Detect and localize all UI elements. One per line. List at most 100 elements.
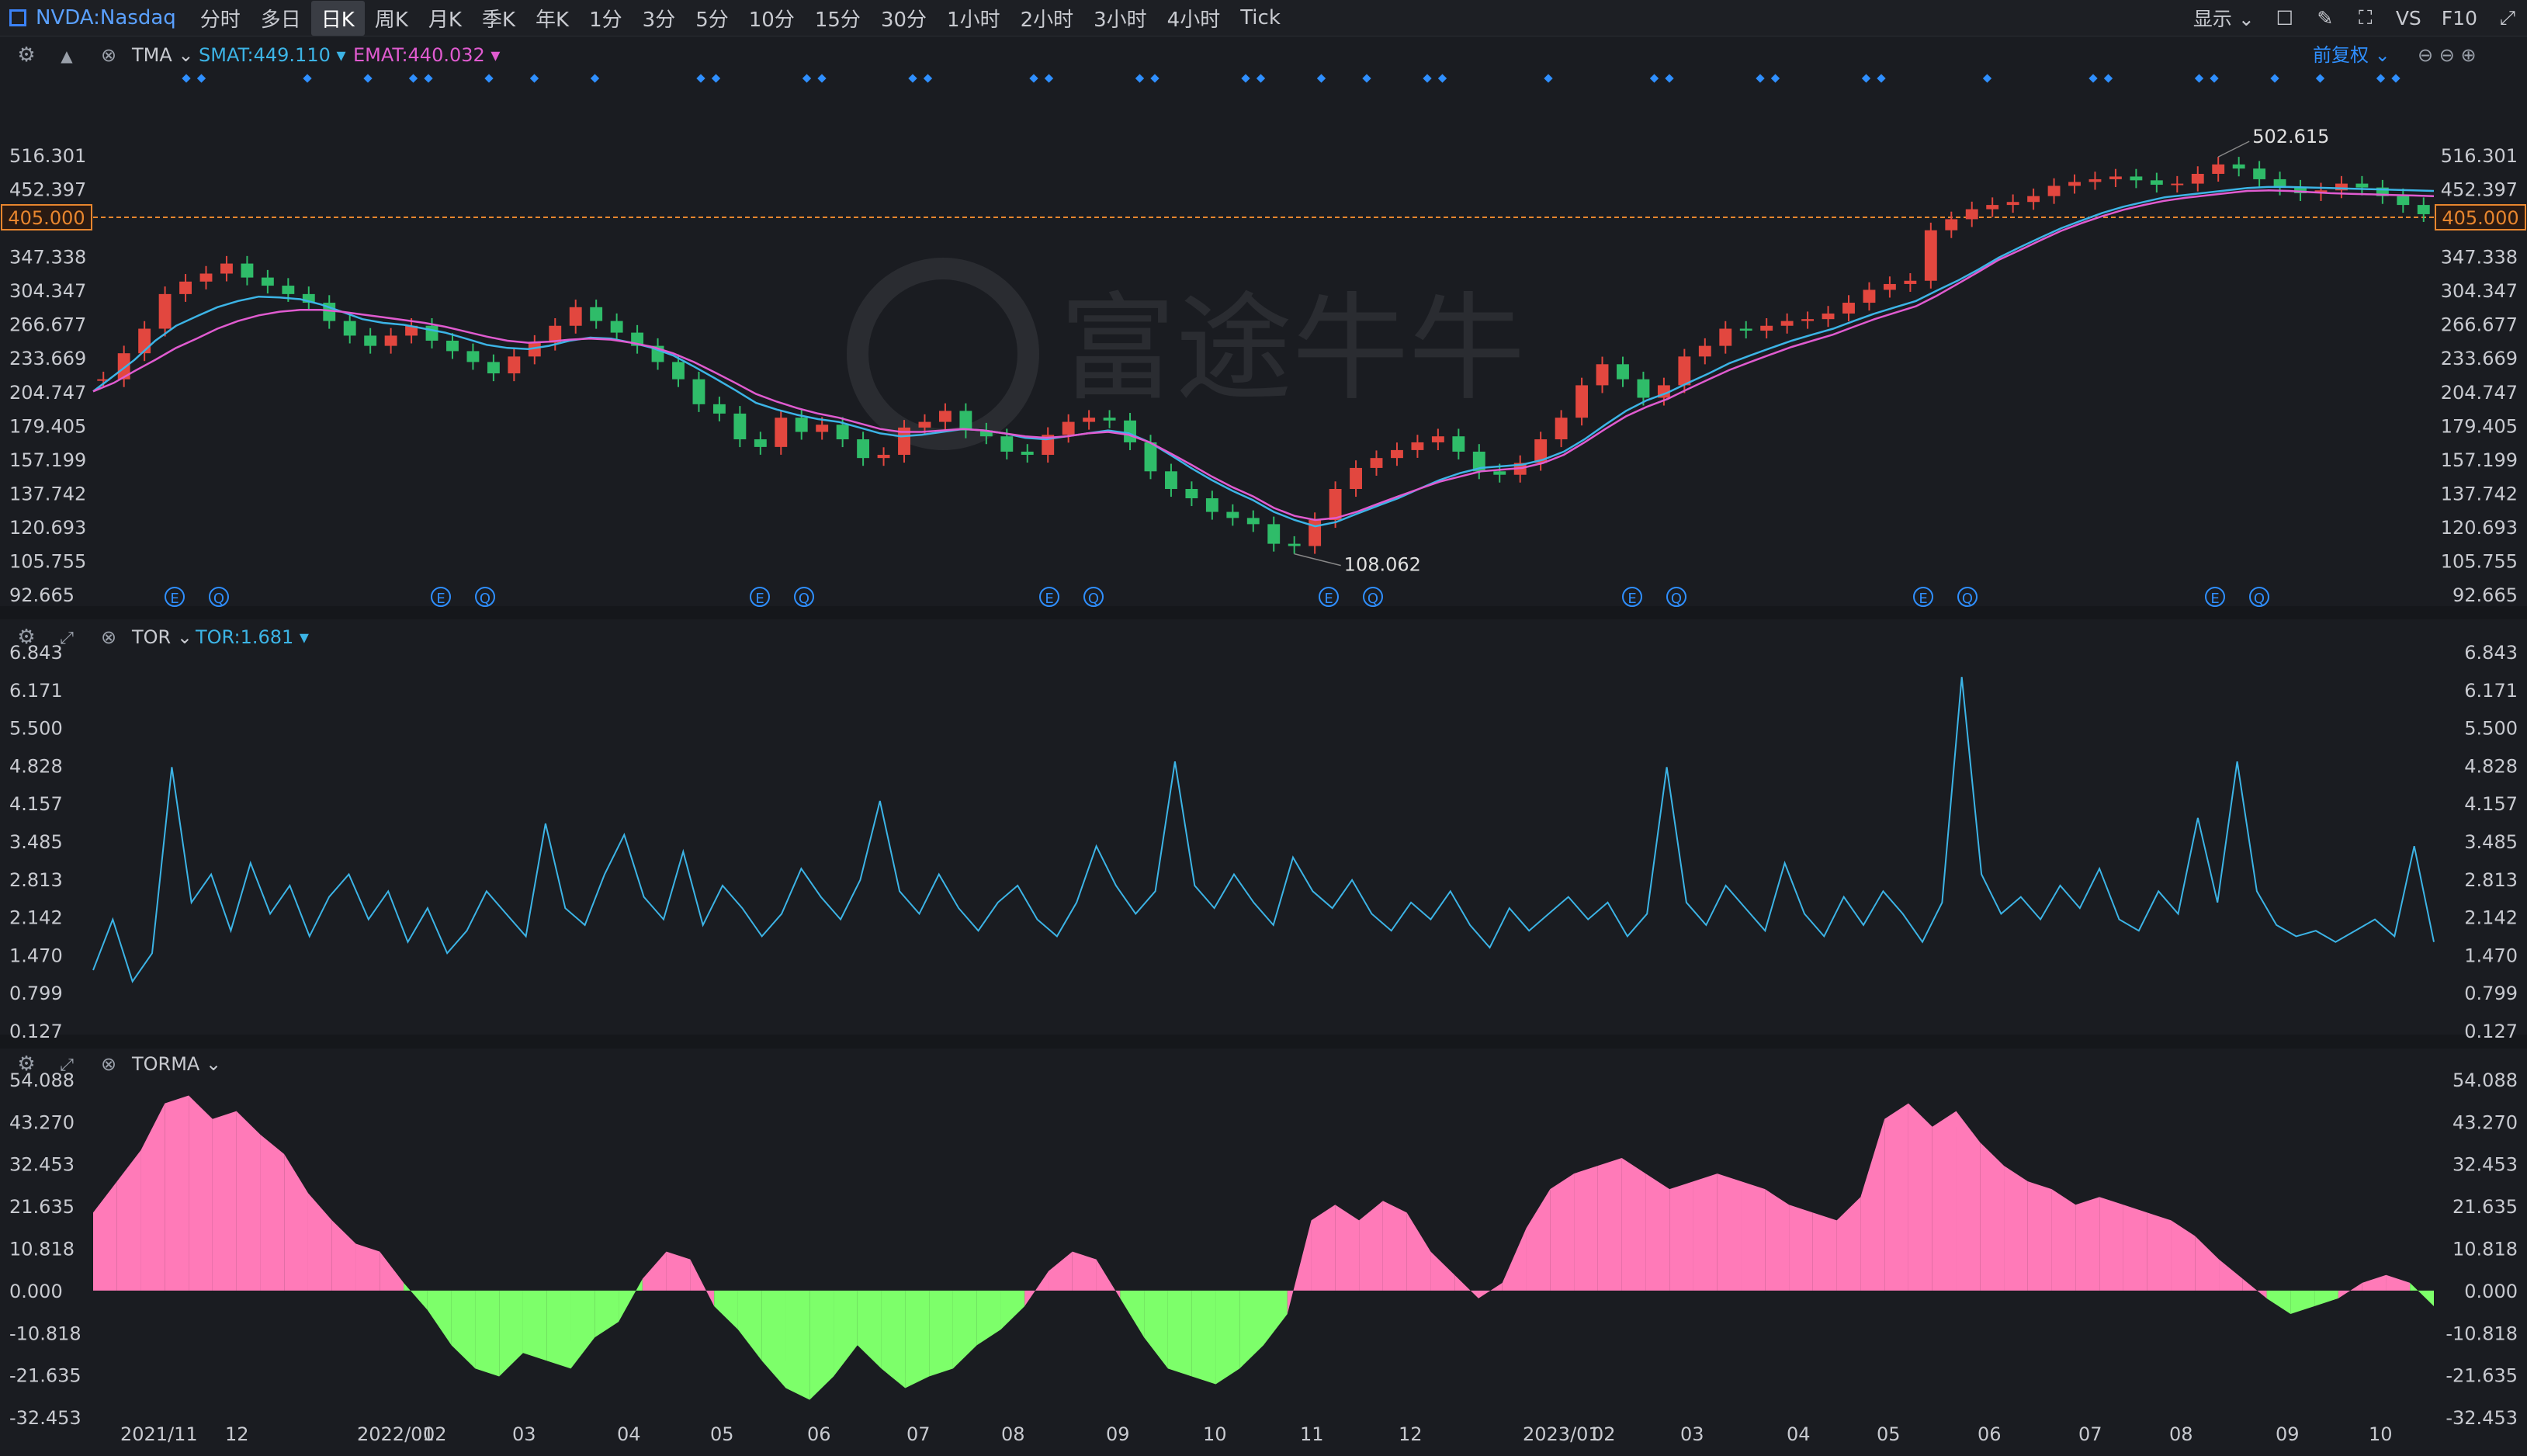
- candle-body: [2068, 182, 2081, 186]
- tab-period-12[interactable]: 30分: [880, 8, 927, 32]
- zoom-controls: ⊖ ⊖ ⊕: [2418, 44, 2477, 66]
- x-axis-label: 10: [1203, 1423, 1227, 1445]
- chart-area[interactable]: 富途牛牛 516.301 516.301 452.397 452.397 347.338 3…: [0, 36, 2527, 1453]
- event-marker: [1437, 74, 1447, 83]
- candle-body: [2273, 179, 2286, 188]
- earnings-marker-label: E: [1045, 591, 1053, 607]
- candle-body: [877, 455, 890, 459]
- event-marker: [1665, 74, 1674, 83]
- torma-y-tick: 43.270: [9, 1111, 75, 1133]
- tab-period-6[interactable]: 年K: [536, 8, 570, 32]
- torma-y-tick-right: 43.270: [2452, 1111, 2518, 1133]
- candle-body: [1904, 280, 1917, 284]
- candle-body: [1760, 325, 1773, 331]
- torma-area-segment: [2362, 1274, 2387, 1291]
- tab-period-8[interactable]: 3分: [642, 8, 676, 32]
- tab-period-3[interactable]: 周K: [374, 8, 408, 32]
- candle-body: [816, 425, 829, 432]
- torma-settings-gear-icon: ⚙: [17, 1052, 35, 1076]
- torma-area-segment: [809, 1290, 834, 1400]
- event-marker: [908, 74, 917, 83]
- tor-close-icon: ⊗: [101, 626, 116, 648]
- draw-pen-icon[interactable]: ✎: [2317, 6, 2334, 29]
- earnings-marker-icon: [1319, 587, 1339, 607]
- candle-body: [2027, 196, 2040, 203]
- event-marker: [1029, 74, 1038, 83]
- f10-button[interactable]: F10: [2441, 6, 2477, 29]
- tor-y-tick: 1.470: [9, 945, 63, 966]
- candle-body: [1842, 303, 1855, 314]
- tab-period-0[interactable]: 分时: [199, 8, 241, 32]
- price-y-tick: 266.677: [9, 314, 86, 336]
- low-pointer: [1294, 553, 1341, 567]
- earnings-marker-icon: [1083, 587, 1104, 607]
- tab-period-5[interactable]: 季K: [481, 8, 516, 32]
- tab-period-15[interactable]: 3小时: [1094, 8, 1147, 32]
- vs-button[interactable]: VS: [2395, 6, 2421, 29]
- candle-body: [610, 321, 623, 333]
- candle-body: [405, 325, 418, 336]
- symbol-selector[interactable]: NVDA:Nasdaq: [9, 6, 176, 29]
- earnings-marker-label: Q: [1367, 591, 1378, 607]
- candle-body: [1575, 385, 1589, 418]
- tab-period-1[interactable]: 多日: [260, 8, 301, 32]
- fullscreen-icon[interactable]: ⛶: [2359, 6, 2373, 29]
- adjust-mode-selector: 前复权 ⌄: [2313, 44, 2390, 66]
- torma-area-segment: [2266, 1290, 2291, 1315]
- torma-area-segment: [1406, 1212, 1431, 1291]
- x-axis-label: 11: [1300, 1423, 1324, 1445]
- tab-period-14[interactable]: 2小时: [1020, 8, 1074, 32]
- chart-svg[interactable]: 富途牛牛 516.301 516.301 452.397 452.397 347.338 3…: [0, 36, 2527, 1453]
- tab-period-17[interactable]: Tick: [1240, 6, 1281, 29]
- watermark-logo: [847, 258, 1039, 450]
- earnings-marker-icon: [750, 587, 770, 607]
- candle-body: [1452, 436, 1465, 452]
- sidebar-toggle-icon[interactable]: [9, 9, 26, 26]
- tab-period-2[interactable]: 日K: [310, 0, 365, 36]
- candle-body: [220, 263, 233, 274]
- x-axis-label: 2023/01: [1523, 1423, 1600, 1445]
- event-marker: [303, 74, 312, 83]
- torma-area-segment: [1072, 1251, 1097, 1291]
- tab-period-16[interactable]: 4小时: [1166, 8, 1221, 32]
- tab-period-4[interactable]: 月K: [428, 8, 462, 32]
- tab-period-10[interactable]: 10分: [748, 8, 795, 32]
- event-marker: [590, 74, 600, 83]
- x-axis-label: 08: [2169, 1423, 2193, 1445]
- expand-icon[interactable]: ⤢: [2499, 6, 2515, 29]
- torma-area-segment: [1096, 1259, 1121, 1298]
- candle-body: [2397, 196, 2410, 206]
- torma-area-segment: [2123, 1205, 2147, 1291]
- candle-body: [425, 325, 438, 341]
- earnings-marker-label: Q: [1088, 591, 1099, 607]
- torma-area-segment: [1335, 1205, 1360, 1291]
- display-menu[interactable]: 显示 ⌄: [2192, 8, 2255, 30]
- layout-icon[interactable]: ☐: [2276, 6, 2294, 29]
- x-axis-label: 03: [512, 1423, 536, 1445]
- tab-period-7[interactable]: 1分: [589, 8, 622, 32]
- torma-area-segment: [546, 1290, 571, 1369]
- candle-body: [1124, 420, 1136, 442]
- tor-y-tick: 5.500: [9, 718, 63, 740]
- x-axis-label: 05: [710, 1423, 734, 1445]
- event-marker: [408, 74, 418, 83]
- candle-body: [2047, 185, 2061, 196]
- price-y-tick: 204.747: [9, 382, 86, 404]
- candle-body: [1267, 524, 1281, 544]
- event-marker: [1135, 74, 1145, 83]
- x-axis-label: 09: [1106, 1423, 1130, 1445]
- torma-area-segment: [1215, 1290, 1240, 1385]
- candle-body: [466, 351, 480, 362]
- x-axis-label: 04: [1787, 1423, 1811, 1445]
- candle-body: [1965, 209, 1978, 220]
- tor-indicator-selector: TOR ⌄: [131, 626, 192, 648]
- candle-body: [1288, 543, 1301, 546]
- x-axis-label: 02: [423, 1423, 447, 1445]
- tab-period-9[interactable]: 5分: [695, 8, 729, 32]
- tab-period-11[interactable]: 15分: [814, 8, 861, 32]
- torma-area-segment: [2147, 1212, 2172, 1291]
- candle-body: [938, 411, 952, 422]
- candle-body: [1596, 364, 1609, 386]
- candle-body: [97, 379, 110, 381]
- tab-period-13[interactable]: 1小时: [947, 8, 1000, 32]
